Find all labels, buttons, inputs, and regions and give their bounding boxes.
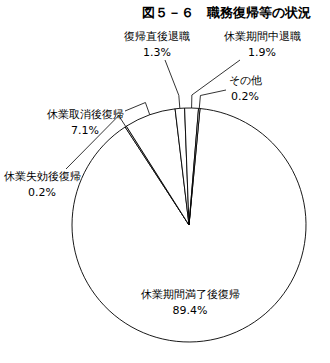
leader-line [125,103,150,115]
labels: 休業期間満了後復帰 89.4% 休業失効後復帰 0.2% 休業取消後復帰 7.1% 復帰直後… [4,30,301,317]
pie-slice [126,109,189,225]
slice-value-label: 0.2% [28,186,56,199]
chart-title: 図５－６ 職務復帰等の状況 [142,5,311,20]
slice-value-label: 1.9% [248,46,276,59]
slices [72,108,306,342]
slice-category-label: 休業期間中退職 [224,30,301,43]
slice-category-label: 復帰直後退職 [124,30,190,43]
slice-category-label: 休業失効後復帰 [4,170,81,183]
leader-line [199,90,226,108]
slice-value-label: 1.3% [143,46,171,59]
leader-line [165,60,180,108]
slice-category-label: 休業期間満了後復帰 [141,288,240,301]
slice-category-label: その他 [229,74,262,87]
slice-value-label: 7.1% [71,124,99,137]
chart-container: 図５－６ 職務復帰等の状況休業期間満了後復帰89.4%休業失効後復帰0.2%休業… [0,0,330,363]
pie-slice [189,108,200,225]
leader-line [66,116,126,169]
slice-value-label: 89.4% [173,304,208,317]
chart-svg: 図５－６ 職務復帰等の状況休業期間満了後復帰89.4%休業失効後復帰0.2%休業… [0,0,330,363]
pie-slice [185,108,199,225]
slice-value-label: 0.2% [231,90,259,103]
slice-category-label: 休業取消後復帰 [47,108,124,121]
pie-slice [72,109,306,342]
